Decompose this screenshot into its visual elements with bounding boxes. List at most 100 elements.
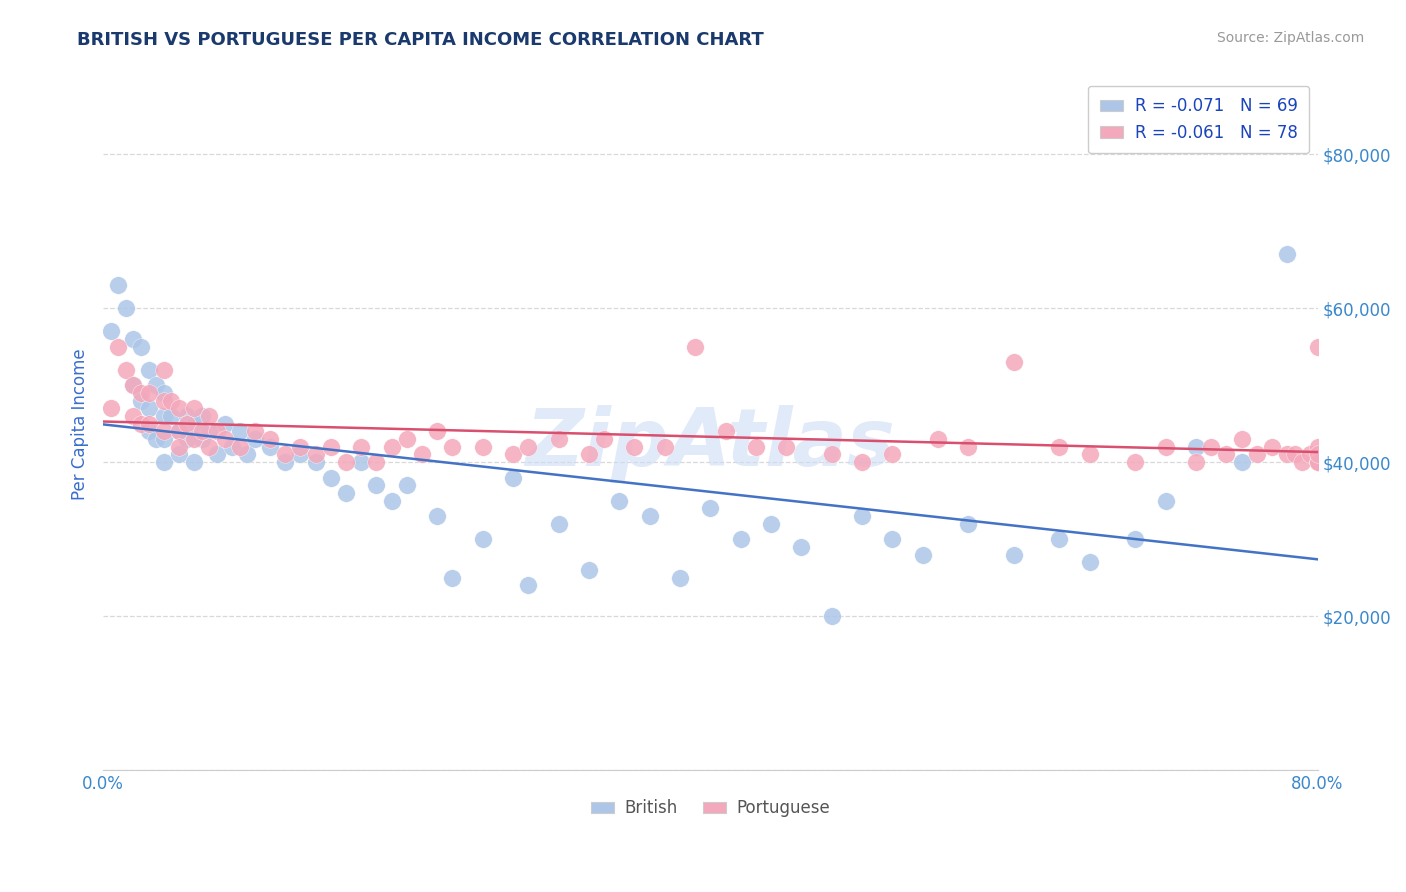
Point (153, 386, 176, 401)
Point (214, 432, 236, 446)
Point (183, 432, 205, 446)
Legend: British, Portuguese: British, Portuguese (585, 793, 837, 824)
Point (214, 417, 236, 431)
Point (593, 432, 616, 446)
Point (1306, 455, 1329, 469)
Point (821, 609, 844, 624)
Point (471, 440, 494, 454)
Point (274, 448, 297, 462)
Point (122, 409, 145, 423)
Point (167, 440, 190, 454)
Point (100, 401, 122, 416)
Point (160, 393, 183, 408)
Point (1275, 448, 1298, 462)
Point (138, 417, 160, 431)
Point (775, 440, 797, 454)
Point (471, 532, 494, 546)
Point (138, 425, 160, 439)
Point (153, 425, 176, 439)
Point (100, 324, 122, 338)
Point (1306, 448, 1329, 462)
Point (167, 448, 190, 462)
Point (176, 432, 198, 446)
Point (138, 386, 160, 401)
Point (243, 425, 266, 439)
Point (274, 455, 297, 469)
Point (160, 409, 183, 423)
Point (183, 417, 205, 431)
Point (1230, 455, 1253, 469)
Point (821, 448, 844, 462)
Point (1125, 532, 1147, 546)
Point (319, 470, 342, 484)
Point (1154, 493, 1177, 508)
Point (745, 440, 768, 454)
Point (366, 478, 388, 492)
Point (547, 432, 569, 446)
Point (1261, 440, 1284, 454)
Point (1306, 455, 1329, 469)
Point (426, 509, 449, 524)
Point (167, 425, 190, 439)
Point (578, 563, 600, 577)
Point (654, 440, 676, 454)
Point (927, 432, 949, 446)
Point (1154, 440, 1177, 454)
Point (1275, 247, 1298, 261)
Point (205, 425, 228, 439)
Point (395, 478, 418, 492)
Point (191, 425, 214, 439)
Point (304, 455, 326, 469)
Point (183, 455, 205, 469)
Point (395, 432, 418, 446)
Point (517, 440, 540, 454)
Point (1306, 340, 1329, 354)
Point (502, 448, 524, 462)
Point (1002, 355, 1025, 369)
Point (1002, 548, 1025, 562)
Point (129, 340, 152, 354)
Point (714, 425, 737, 439)
Point (1246, 448, 1268, 462)
Point (153, 432, 176, 446)
Point (335, 486, 357, 500)
Point (198, 409, 221, 423)
Point (198, 425, 221, 439)
Point (167, 401, 190, 416)
Point (229, 425, 252, 439)
Point (115, 363, 138, 377)
Point (623, 440, 645, 454)
Point (259, 432, 281, 446)
Point (730, 532, 752, 546)
Point (502, 470, 524, 484)
Point (411, 448, 433, 462)
Point (153, 393, 176, 408)
Point (426, 425, 449, 439)
Point (1049, 532, 1071, 546)
Point (122, 378, 145, 392)
Point (335, 455, 357, 469)
Point (243, 432, 266, 446)
Point (882, 448, 904, 462)
Point (1306, 455, 1329, 469)
Point (1125, 455, 1147, 469)
Point (441, 571, 464, 585)
Point (138, 401, 160, 416)
Point (683, 340, 706, 354)
Point (236, 448, 259, 462)
Point (129, 417, 152, 431)
Y-axis label: Per Capita Income: Per Capita Income (72, 348, 89, 500)
Point (198, 440, 221, 454)
Text: ZipAtlas: ZipAtlas (526, 406, 896, 483)
Text: BRITISH VS PORTUGUESE PER CAPITA INCOME CORRELATION CHART: BRITISH VS PORTUGUESE PER CAPITA INCOME … (77, 31, 763, 49)
Point (759, 516, 782, 531)
Point (1215, 448, 1237, 462)
Point (191, 409, 214, 423)
Point (319, 440, 342, 454)
Point (1299, 448, 1322, 462)
Point (153, 363, 176, 377)
Point (517, 578, 540, 592)
Point (380, 440, 402, 454)
Point (1049, 440, 1071, 454)
Point (153, 409, 176, 423)
